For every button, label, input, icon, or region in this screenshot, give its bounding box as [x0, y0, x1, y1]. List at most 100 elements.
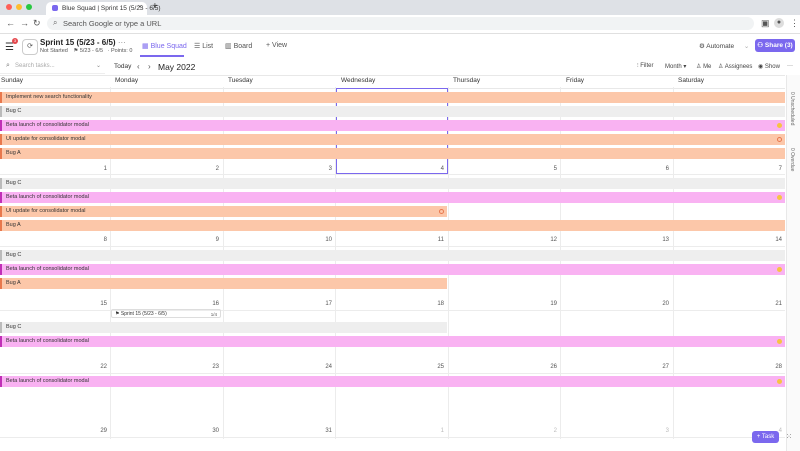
task-bar[interactable]: Bug C [0, 178, 785, 189]
add-task-button[interactable]: + Task [752, 431, 779, 443]
profile-avatar-icon[interactable]: ● [774, 18, 784, 28]
date-number[interactable]: 9 [215, 237, 219, 243]
date-number[interactable]: 12 [550, 237, 557, 243]
date-number[interactable]: 10 [325, 237, 332, 243]
task-bar[interactable]: Bug C [0, 106, 785, 117]
date-number[interactable]: 5 [553, 166, 557, 172]
date-number[interactable]: 16 [212, 301, 219, 307]
date-number[interactable]: 8 [103, 237, 107, 243]
date-number[interactable]: 1 [440, 428, 444, 434]
tab-close-icon[interactable]: × [137, 4, 142, 11]
date-number[interactable]: 2 [553, 428, 557, 434]
date-number[interactable]: 22 [100, 364, 107, 370]
new-tab-button[interactable]: + [152, 1, 158, 12]
task-bar[interactable]: Beta launch of consolidator modal [0, 336, 785, 347]
date-number[interactable]: 26 [550, 364, 557, 370]
search-icon: ⌕ [6, 62, 10, 69]
add-view-button[interactable]: + View [266, 42, 288, 49]
browser-tab[interactable]: Blue Squad | Sprint 15 (5/23 - 6/5) × [46, 2, 161, 15]
date-number[interactable]: 15 [100, 301, 107, 307]
reload-icon[interactable]: ↻ [33, 18, 41, 28]
prev-month-icon[interactable]: ‹ [137, 62, 140, 71]
date-number[interactable]: 11 [437, 237, 444, 243]
apps-grid-icon[interactable]: ⁙ [785, 432, 793, 441]
month-dropdown[interactable]: Month ▾ [665, 63, 686, 70]
task-bar[interactable]: Beta launch of consolidator modal [0, 120, 785, 131]
show-button[interactable]: ◉ Show [758, 63, 780, 70]
date-number[interactable]: 1 [103, 166, 107, 172]
show-label: Show [764, 64, 780, 70]
task-bar[interactable]: UI update for consolidator modal [0, 134, 785, 145]
today-button[interactable]: Today [114, 63, 132, 70]
task-bar[interactable]: Beta launch of consolidator modal [0, 192, 785, 203]
address-input[interactable]: ⌕ Search Google or type a URL [47, 17, 754, 30]
sprint-status[interactable]: Not Started [40, 48, 68, 54]
task-bar[interactable]: Bug A [0, 220, 785, 231]
task-bar-label: Beta launch of consolidator modal [6, 266, 89, 272]
date-number[interactable]: 23 [212, 364, 219, 370]
task-bar[interactable]: Bug C [0, 250, 785, 261]
date-number[interactable]: 25 [437, 364, 444, 370]
assignees-button[interactable]: ♙ Assignees [718, 63, 752, 70]
month-label: May 2022 [158, 62, 196, 72]
unscheduled-tab[interactable]: 0 Unscheduled [789, 92, 795, 125]
date-number[interactable]: 17 [325, 301, 332, 307]
sprint-title[interactable]: Sprint 15 (5/23 - 6/5) ··· [40, 38, 126, 47]
tab-board[interactable]: ▥ Board [225, 42, 252, 50]
automate-button[interactable]: ⚙ Automate ⌄ [699, 42, 749, 50]
search-tasks-input[interactable]: ⌕ Search tasks... ⌄ [0, 62, 105, 74]
date-number[interactable]: 13 [662, 237, 669, 243]
date-number[interactable]: 29 [100, 428, 107, 434]
sprint-chip[interactable]: ⚑ Sprint 15 (5/23 - 6/5) 1/4 [111, 309, 221, 318]
overdue-count: 0 [789, 148, 795, 151]
task-bar[interactable]: Implement new search functionality [0, 92, 785, 103]
sidebar-toggle-icon[interactable]: ▣ [761, 18, 770, 28]
date-number[interactable]: 19 [550, 301, 557, 307]
task-status-icon [777, 267, 782, 272]
date-number[interactable]: 20 [662, 301, 669, 307]
browser-menu-icon[interactable]: ⋮ [790, 18, 799, 28]
date-number[interactable]: 31 [325, 428, 332, 434]
task-bar[interactable]: Bug A [0, 278, 447, 289]
date-number[interactable]: 24 [325, 364, 332, 370]
task-bar-label: UI update for consolidator modal [6, 136, 86, 142]
share-button[interactable]: ⚇ Share (3) [755, 39, 795, 52]
date-number[interactable]: 2 [215, 166, 219, 172]
date-number[interactable]: 14 [775, 237, 782, 243]
back-icon[interactable]: ← [6, 18, 15, 28]
task-bar[interactable]: Bug C [0, 322, 447, 333]
sprint-icon: ⟳ [22, 39, 38, 55]
window-close-button[interactable] [6, 4, 12, 10]
filter-button[interactable]: ⫶ Filter [637, 63, 654, 70]
tab-blue-squad[interactable]: ▦ Blue Squad [142, 42, 187, 50]
flag-icon: ⚑ [115, 311, 120, 317]
tab-list[interactable]: ☰ List [194, 42, 213, 50]
me-filter-button[interactable]: ♙ Me [696, 63, 711, 70]
sprint-options-icon[interactable]: ··· [117, 38, 126, 47]
assignees-icon: ♙ [718, 64, 724, 70]
window-minimize-button[interactable] [16, 4, 22, 10]
date-number[interactable]: 3 [328, 166, 332, 172]
forward-icon[interactable]: → [20, 18, 29, 28]
date-number[interactable]: 21 [775, 301, 782, 307]
date-number[interactable]: 4 [440, 166, 444, 172]
overdue-tab[interactable]: 0 Overdue [789, 148, 795, 171]
date-number[interactable]: 27 [662, 364, 669, 370]
task-bar[interactable]: Bug A [0, 148, 785, 159]
date-number[interactable]: 6 [665, 166, 669, 172]
task-bar[interactable]: UI update for consolidator modal [0, 206, 447, 217]
date-number[interactable]: 4 [778, 428, 782, 434]
date-number[interactable]: 30 [212, 428, 219, 434]
share-icon: ⚇ [757, 42, 764, 49]
window-maximize-button[interactable] [26, 4, 32, 10]
date-number[interactable]: 28 [775, 364, 782, 370]
tab-blue-squad-label: Blue Squad [150, 43, 187, 50]
date-number[interactable]: 3 [665, 428, 669, 434]
more-options-icon[interactable]: ··· [787, 63, 793, 69]
date-number[interactable]: 18 [437, 301, 444, 307]
task-bar[interactable]: Beta launch of consolidator modal [0, 264, 785, 275]
task-bar[interactable]: Beta launch of consolidator modal [0, 376, 785, 387]
next-month-icon[interactable]: › [148, 62, 151, 71]
date-number[interactable]: 7 [778, 166, 782, 172]
hamburger-menu-icon[interactable]: ☰ [5, 42, 14, 53]
